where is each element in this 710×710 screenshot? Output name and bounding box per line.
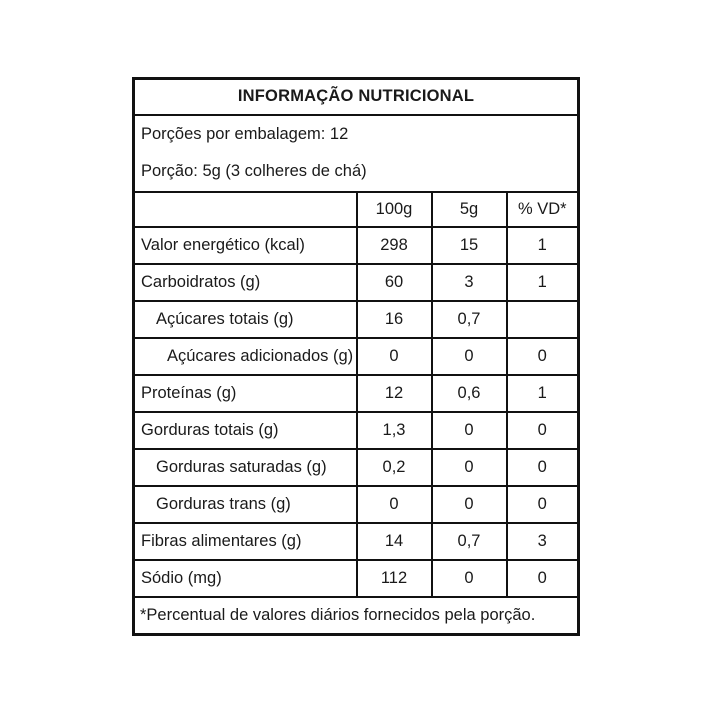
row-sodio: Sódio (mg) 112 0 0 [132, 558, 580, 598]
value-percent-vd: 1 [505, 262, 580, 302]
daily-values-footnote: *Percentual de valores diários fornecido… [132, 595, 580, 636]
row-proteinas: Proteínas (g) 12 0,6 1 [132, 373, 580, 413]
row-carboidratos: Carboidratos (g) 60 3 1 [132, 262, 580, 302]
portion-size-text: Porção: 5g (3 colheres de chá) [141, 162, 367, 181]
value-percent-vd: 1 [505, 225, 580, 265]
value-5g: 0,7 [430, 299, 508, 339]
value-5g: 0 [430, 336, 508, 376]
servings-per-package-text: Porções por embalagem: 12 [141, 124, 349, 143]
row-acucares-totais: Açúcares totais (g) 16 0,7 [132, 299, 580, 339]
nutrient-label: Açúcares adicionados (g) [132, 336, 358, 376]
value-100g: 14 [355, 521, 433, 561]
row-acucares-adicionados: Açúcares adicionados (g) 0 0 0 [132, 336, 580, 376]
portion-info: Porções por embalagem: 12 Porção: 5g (3 … [136, 117, 577, 190]
row-gorduras-trans: Gorduras trans (g) 0 0 0 [132, 484, 580, 524]
value-percent-vd [505, 299, 580, 339]
nutrient-label: Carboidratos (g) [132, 262, 358, 302]
nutrient-label: Fibras alimentares (g) [132, 521, 358, 561]
nutrient-label: Sódio (mg) [132, 558, 358, 598]
value-percent-vd: 0 [505, 410, 580, 450]
value-100g: 12 [355, 373, 433, 413]
value-percent-vd: 1 [505, 373, 580, 413]
value-5g: 0,6 [430, 373, 508, 413]
value-100g: 0 [355, 336, 433, 376]
portion-info-row: Porções por embalagem: 12 Porção: 5g (3 … [132, 113, 580, 193]
value-percent-vd: 3 [505, 521, 580, 561]
value-5g: 0 [430, 484, 508, 524]
nutrient-label: Açúcares totais (g) [132, 299, 358, 339]
value-100g: 1,3 [355, 410, 433, 450]
row-fibras-alimentares: Fibras alimentares (g) 14 0,7 3 [132, 521, 580, 561]
table-title: INFORMAÇÃO NUTRICIONAL [132, 77, 580, 116]
value-5g: 15 [430, 225, 508, 265]
value-100g: 60 [355, 262, 433, 302]
value-100g: 16 [355, 299, 433, 339]
value-5g: 0 [430, 558, 508, 598]
value-5g: 0,7 [430, 521, 508, 561]
value-percent-vd: 0 [505, 484, 580, 524]
column-header-percent-vd: % VD* [505, 190, 580, 228]
value-100g: 298 [355, 225, 433, 265]
row-valor-energetico: Valor energético (kcal) 298 15 1 [132, 225, 580, 265]
value-percent-vd: 0 [505, 558, 580, 598]
value-percent-vd: 0 [505, 447, 580, 487]
column-header-row: 100g 5g % VD* [132, 190, 580, 228]
value-100g: 112 [355, 558, 433, 598]
title-row: INFORMAÇÃO NUTRICIONAL [132, 77, 580, 116]
nutrient-label: Gorduras saturadas (g) [132, 447, 358, 487]
value-5g: 0 [430, 447, 508, 487]
row-gorduras-totais: Gorduras totais (g) 1,3 0 0 [132, 410, 580, 450]
nutrition-facts-table: INFORMAÇÃO NUTRICIONAL Porções por embal… [132, 77, 581, 636]
value-100g: 0,2 [355, 447, 433, 487]
footnote-row: *Percentual de valores diários fornecido… [132, 595, 580, 636]
row-gorduras-saturadas: Gorduras saturadas (g) 0,2 0 0 [132, 447, 580, 487]
nutrient-label: Proteínas (g) [132, 373, 358, 413]
value-5g: 0 [430, 410, 508, 450]
value-100g: 0 [355, 484, 433, 524]
nutrient-label: Valor energético (kcal) [132, 225, 358, 265]
column-header-5g: 5g [430, 190, 508, 228]
value-percent-vd: 0 [505, 336, 580, 376]
nutrient-label: Gorduras trans (g) [132, 484, 358, 524]
nutrient-label: Gorduras totais (g) [132, 410, 358, 450]
column-header-empty [132, 190, 358, 228]
value-5g: 3 [430, 262, 508, 302]
column-header-100g: 100g [355, 190, 433, 228]
portion-info-cell: Porções por embalagem: 12 Porção: 5g (3 … [132, 113, 580, 193]
